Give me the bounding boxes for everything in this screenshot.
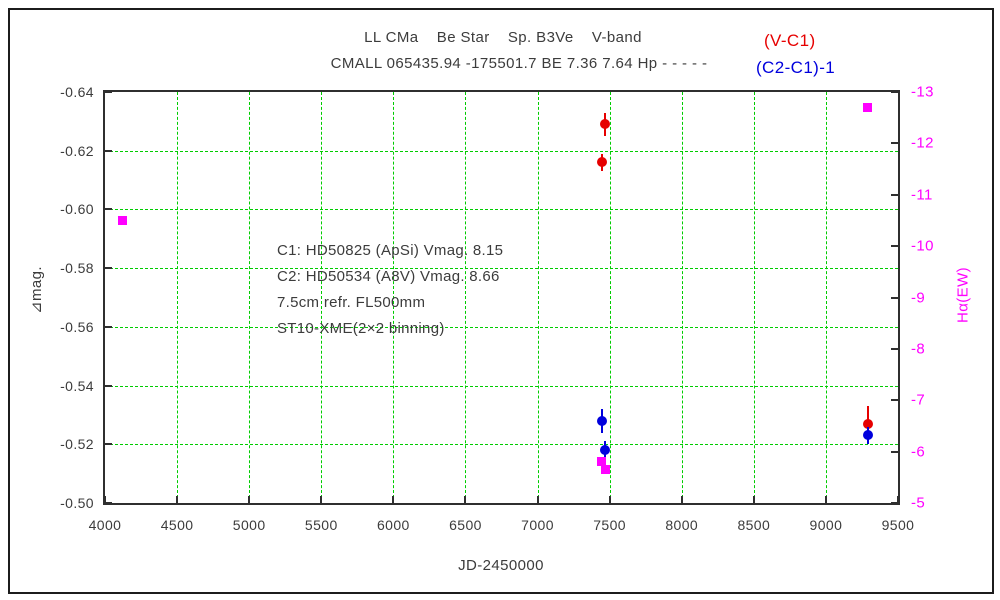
left-tick-label: -0.62 <box>60 142 94 159</box>
gridline-vertical <box>537 92 539 503</box>
data-point <box>600 465 610 475</box>
left-axis-tick <box>105 208 112 211</box>
x-axis-tick <box>536 496 539 503</box>
data-point <box>863 418 874 429</box>
gridline-vertical <box>321 92 323 503</box>
right-tick-label: -8 <box>911 340 926 358</box>
y-axis-label-right: Hα(EW) <box>954 266 972 324</box>
x-tick-label: 5500 <box>304 517 338 533</box>
gridline-vertical <box>825 92 827 503</box>
gridline-horizontal <box>105 150 898 152</box>
x-tick-label: 6000 <box>376 517 410 533</box>
left-tick-label: -0.56 <box>60 318 94 335</box>
right-tick-label: -13 <box>911 83 934 101</box>
right-axis-tick <box>891 245 898 248</box>
left-axis-tick <box>105 443 112 446</box>
gridline-vertical <box>753 92 755 503</box>
gridline-horizontal <box>105 385 898 387</box>
gridline-vertical <box>465 92 467 503</box>
legend-item-v-c1: (V-C1) <box>764 31 816 50</box>
right-tick-label: -10 <box>911 237 934 255</box>
x-axis-label: JD-2450000 <box>458 557 544 574</box>
gridline-vertical <box>609 92 611 503</box>
x-tick-label: 6500 <box>449 517 482 533</box>
left-tick-label: -0.60 <box>60 201 94 218</box>
data-point <box>863 430 874 441</box>
gridline-horizontal <box>105 268 898 270</box>
annotation-line-c2: C2: HD50534 (A8V) Vmag. 8.66 <box>277 268 500 285</box>
chart-title: LL CMa Be Star Sp. B3Ve V-band <box>364 29 642 46</box>
x-tick-label: 4000 <box>88 517 122 533</box>
x-axis-tick <box>680 496 683 503</box>
x-axis-tick <box>824 496 827 503</box>
data-point <box>597 157 608 168</box>
left-axis-tick <box>105 267 112 270</box>
legend-item-c2-c1-1: (C2-C1)-1 <box>756 58 836 77</box>
x-tick-label: 8000 <box>665 517 699 533</box>
x-axis-tick <box>320 496 323 503</box>
right-tick-label: -12 <box>911 134 934 152</box>
left-tick-label: -0.64 <box>60 84 94 100</box>
right-axis-tick <box>891 91 898 93</box>
gridline-horizontal <box>105 209 898 211</box>
left-tick-label: -0.50 <box>60 495 94 511</box>
x-axis-tick <box>608 496 611 503</box>
x-tick-label: 9500 <box>881 517 915 533</box>
left-tick-label: -0.58 <box>60 260 94 277</box>
left-axis-tick <box>105 384 112 387</box>
x-axis-tick <box>104 496 106 503</box>
x-axis-tick <box>176 496 179 503</box>
data-point <box>597 415 608 426</box>
right-tick-label: -9 <box>911 289 926 306</box>
x-axis-tick <box>752 496 755 503</box>
x-axis-tick <box>464 496 467 503</box>
x-tick-label: 5000 <box>232 517 266 533</box>
left-axis-tick <box>105 502 112 504</box>
x-axis-tick <box>392 496 395 503</box>
annotation-line-c1: C1: HD50825 (ApSi) Vmag. 8.15 <box>277 242 504 259</box>
data-point <box>863 102 873 112</box>
x-axis-tick <box>897 496 899 503</box>
right-axis-tick <box>891 142 898 145</box>
plot-area <box>103 90 900 505</box>
gridline-vertical <box>393 92 395 503</box>
right-tick-label: -5 <box>911 494 926 512</box>
left-tick-label: -0.52 <box>60 436 94 453</box>
left-tick-label: -0.54 <box>60 377 94 394</box>
gridline-vertical <box>249 92 251 503</box>
left-axis-tick <box>105 149 112 152</box>
data-point <box>597 457 607 467</box>
figure-border <box>8 8 994 594</box>
data-point <box>117 215 127 225</box>
data-point <box>600 445 611 456</box>
gridline-vertical <box>177 92 179 503</box>
right-axis-tick <box>891 296 898 299</box>
right-tick-label: -6 <box>911 443 926 461</box>
gridline-horizontal <box>105 444 898 446</box>
y-axis-label-left: ⊿mag. <box>28 266 45 314</box>
x-tick-label: 7000 <box>521 517 554 533</box>
gridline-horizontal <box>105 326 898 328</box>
chart-subtitle: CMALL 065435.94 -175501.7 BE 7.36 7.64 H… <box>330 55 708 72</box>
x-tick-label: 9000 <box>809 517 843 533</box>
annotation-line-camera: ST10-XME(2×2 binning) <box>277 320 445 337</box>
right-tick-label: -11 <box>911 186 933 204</box>
right-axis-tick <box>891 450 898 453</box>
right-axis-tick <box>891 193 898 196</box>
right-axis-tick <box>891 347 898 350</box>
x-tick-label: 4500 <box>160 517 194 533</box>
annotation-line-telescope: 7.5cm refr. FL500mm <box>277 294 426 311</box>
x-axis-tick <box>248 496 251 503</box>
right-tick-label: -7 <box>911 391 926 409</box>
right-axis-tick <box>891 502 898 504</box>
right-axis-tick <box>891 399 898 402</box>
x-tick-label: 7500 <box>593 517 626 533</box>
gridline-vertical <box>681 92 683 503</box>
x-tick-label: 8500 <box>737 517 771 533</box>
left-axis-tick <box>105 325 112 328</box>
data-point <box>600 119 611 130</box>
annotation-block: C1: HD50825 (ApSi) Vmag. 8.15 C2: HD5053… <box>277 238 503 342</box>
left-axis-tick <box>105 91 112 93</box>
